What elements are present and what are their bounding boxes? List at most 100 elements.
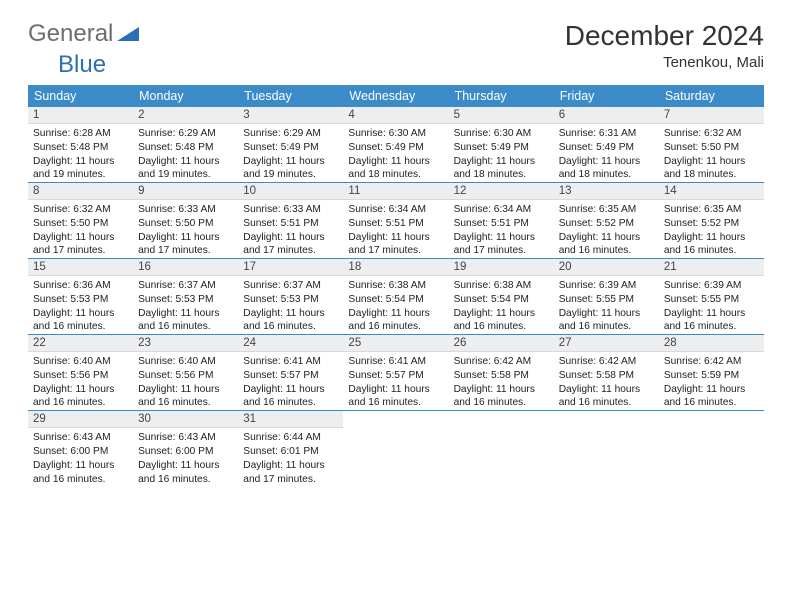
- calendar-cell: 25Sunrise: 6:41 AMSunset: 5:57 PMDayligh…: [343, 335, 448, 411]
- day-number: 1: [28, 107, 133, 124]
- calendar-cell: 14Sunrise: 6:35 AMSunset: 5:52 PMDayligh…: [659, 183, 764, 259]
- calendar-cell: 9Sunrise: 6:33 AMSunset: 5:50 PMDaylight…: [133, 183, 238, 259]
- day-number: 13: [554, 183, 659, 200]
- day-info: Sunrise: 6:35 AMSunset: 5:52 PMDaylight:…: [659, 200, 764, 258]
- calendar-table: SundayMondayTuesdayWednesdayThursdayFrid…: [28, 85, 764, 486]
- logo: General: [28, 20, 141, 48]
- calendar-cell: 17Sunrise: 6:37 AMSunset: 5:53 PMDayligh…: [238, 259, 343, 335]
- weekday-header: Wednesday: [343, 85, 448, 107]
- day-number: 23: [133, 335, 238, 352]
- logo-text-blue: Blue: [58, 51, 106, 79]
- day-info: Sunrise: 6:40 AMSunset: 5:56 PMDaylight:…: [28, 352, 133, 410]
- day-number: 31: [238, 411, 343, 428]
- weekday-header: Tuesday: [238, 85, 343, 107]
- day-number: 30: [133, 411, 238, 428]
- day-number: 2: [133, 107, 238, 124]
- day-number: 22: [28, 335, 133, 352]
- day-info: Sunrise: 6:34 AMSunset: 5:51 PMDaylight:…: [343, 200, 448, 258]
- calendar-week: 22Sunrise: 6:40 AMSunset: 5:56 PMDayligh…: [28, 335, 764, 411]
- day-info: Sunrise: 6:32 AMSunset: 5:50 PMDaylight:…: [28, 200, 133, 258]
- weekday-header: Saturday: [659, 85, 764, 107]
- day-number: 20: [554, 259, 659, 276]
- day-number: 9: [133, 183, 238, 200]
- logo-triangle-icon: [117, 23, 139, 46]
- calendar-cell: 5Sunrise: 6:30 AMSunset: 5:49 PMDaylight…: [449, 107, 554, 183]
- calendar-cell: [343, 411, 448, 487]
- month-title: December 2024: [565, 20, 764, 52]
- calendar-cell: 26Sunrise: 6:42 AMSunset: 5:58 PMDayligh…: [449, 335, 554, 411]
- day-info: Sunrise: 6:36 AMSunset: 5:53 PMDaylight:…: [28, 276, 133, 334]
- day-info: Sunrise: 6:37 AMSunset: 5:53 PMDaylight:…: [238, 276, 343, 334]
- calendar-cell: 22Sunrise: 6:40 AMSunset: 5:56 PMDayligh…: [28, 335, 133, 411]
- calendar-cell: 20Sunrise: 6:39 AMSunset: 5:55 PMDayligh…: [554, 259, 659, 335]
- weekday-header: Thursday: [449, 85, 554, 107]
- day-info: Sunrise: 6:35 AMSunset: 5:52 PMDaylight:…: [554, 200, 659, 258]
- day-info: Sunrise: 6:42 AMSunset: 5:59 PMDaylight:…: [659, 352, 764, 410]
- day-number: 18: [343, 259, 448, 276]
- day-info: Sunrise: 6:41 AMSunset: 5:57 PMDaylight:…: [343, 352, 448, 410]
- day-info: Sunrise: 6:38 AMSunset: 5:54 PMDaylight:…: [449, 276, 554, 334]
- day-number: 25: [343, 335, 448, 352]
- calendar-cell: 24Sunrise: 6:41 AMSunset: 5:57 PMDayligh…: [238, 335, 343, 411]
- day-number: 11: [343, 183, 448, 200]
- day-number: 21: [659, 259, 764, 276]
- day-info: Sunrise: 6:30 AMSunset: 5:49 PMDaylight:…: [343, 124, 448, 182]
- day-info: Sunrise: 6:42 AMSunset: 5:58 PMDaylight:…: [449, 352, 554, 410]
- day-number: 17: [238, 259, 343, 276]
- day-info: Sunrise: 6:42 AMSunset: 5:58 PMDaylight:…: [554, 352, 659, 410]
- calendar-cell: 27Sunrise: 6:42 AMSunset: 5:58 PMDayligh…: [554, 335, 659, 411]
- calendar-cell: 19Sunrise: 6:38 AMSunset: 5:54 PMDayligh…: [449, 259, 554, 335]
- calendar-cell: 1Sunrise: 6:28 AMSunset: 5:48 PMDaylight…: [28, 107, 133, 183]
- day-number: 7: [659, 107, 764, 124]
- day-info: Sunrise: 6:44 AMSunset: 6:01 PMDaylight:…: [238, 428, 343, 486]
- calendar-cell: 4Sunrise: 6:30 AMSunset: 5:49 PMDaylight…: [343, 107, 448, 183]
- calendar-cell: 28Sunrise: 6:42 AMSunset: 5:59 PMDayligh…: [659, 335, 764, 411]
- day-info: Sunrise: 6:38 AMSunset: 5:54 PMDaylight:…: [343, 276, 448, 334]
- calendar-week: 1Sunrise: 6:28 AMSunset: 5:48 PMDaylight…: [28, 107, 764, 183]
- day-info: Sunrise: 6:40 AMSunset: 5:56 PMDaylight:…: [133, 352, 238, 410]
- calendar-cell: [659, 411, 764, 487]
- day-info: Sunrise: 6:39 AMSunset: 5:55 PMDaylight:…: [659, 276, 764, 334]
- calendar-cell: 31Sunrise: 6:44 AMSunset: 6:01 PMDayligh…: [238, 411, 343, 487]
- day-info: Sunrise: 6:32 AMSunset: 5:50 PMDaylight:…: [659, 124, 764, 182]
- title-block: December 2024 Tenenkou, Mali: [565, 20, 764, 71]
- calendar-cell: 13Sunrise: 6:35 AMSunset: 5:52 PMDayligh…: [554, 183, 659, 259]
- day-info: Sunrise: 6:43 AMSunset: 6:00 PMDaylight:…: [28, 428, 133, 486]
- day-number: 24: [238, 335, 343, 352]
- day-number: 4: [343, 107, 448, 124]
- day-info: Sunrise: 6:34 AMSunset: 5:51 PMDaylight:…: [449, 200, 554, 258]
- calendar-week: 15Sunrise: 6:36 AMSunset: 5:53 PMDayligh…: [28, 259, 764, 335]
- calendar-cell: 23Sunrise: 6:40 AMSunset: 5:56 PMDayligh…: [133, 335, 238, 411]
- day-info: Sunrise: 6:37 AMSunset: 5:53 PMDaylight:…: [133, 276, 238, 334]
- day-info: Sunrise: 6:30 AMSunset: 5:49 PMDaylight:…: [449, 124, 554, 182]
- calendar-cell: 11Sunrise: 6:34 AMSunset: 5:51 PMDayligh…: [343, 183, 448, 259]
- logo-text-general: General: [28, 20, 113, 48]
- day-number: 6: [554, 107, 659, 124]
- day-info: Sunrise: 6:29 AMSunset: 5:48 PMDaylight:…: [133, 124, 238, 182]
- calendar-cell: 3Sunrise: 6:29 AMSunset: 5:49 PMDaylight…: [238, 107, 343, 183]
- day-number: 3: [238, 107, 343, 124]
- page-header: General December 2024 Tenenkou, Mali: [28, 20, 764, 71]
- calendar-cell: 18Sunrise: 6:38 AMSunset: 5:54 PMDayligh…: [343, 259, 448, 335]
- day-info: Sunrise: 6:39 AMSunset: 5:55 PMDaylight:…: [554, 276, 659, 334]
- calendar-cell: 29Sunrise: 6:43 AMSunset: 6:00 PMDayligh…: [28, 411, 133, 487]
- day-info: Sunrise: 6:28 AMSunset: 5:48 PMDaylight:…: [28, 124, 133, 182]
- day-number: 28: [659, 335, 764, 352]
- day-number: 14: [659, 183, 764, 200]
- calendar-cell: 10Sunrise: 6:33 AMSunset: 5:51 PMDayligh…: [238, 183, 343, 259]
- day-info: Sunrise: 6:29 AMSunset: 5:49 PMDaylight:…: [238, 124, 343, 182]
- weekday-header-row: SundayMondayTuesdayWednesdayThursdayFrid…: [28, 85, 764, 107]
- weekday-header: Monday: [133, 85, 238, 107]
- calendar-week: 29Sunrise: 6:43 AMSunset: 6:00 PMDayligh…: [28, 411, 764, 487]
- calendar-cell: 8Sunrise: 6:32 AMSunset: 5:50 PMDaylight…: [28, 183, 133, 259]
- calendar-week: 8Sunrise: 6:32 AMSunset: 5:50 PMDaylight…: [28, 183, 764, 259]
- calendar-cell: 16Sunrise: 6:37 AMSunset: 5:53 PMDayligh…: [133, 259, 238, 335]
- day-number: 5: [449, 107, 554, 124]
- day-number: 19: [449, 259, 554, 276]
- calendar-cell: 12Sunrise: 6:34 AMSunset: 5:51 PMDayligh…: [449, 183, 554, 259]
- calendar-cell: 21Sunrise: 6:39 AMSunset: 5:55 PMDayligh…: [659, 259, 764, 335]
- calendar-cell: 30Sunrise: 6:43 AMSunset: 6:00 PMDayligh…: [133, 411, 238, 487]
- calendar-cell: 7Sunrise: 6:32 AMSunset: 5:50 PMDaylight…: [659, 107, 764, 183]
- day-info: Sunrise: 6:41 AMSunset: 5:57 PMDaylight:…: [238, 352, 343, 410]
- day-number: 16: [133, 259, 238, 276]
